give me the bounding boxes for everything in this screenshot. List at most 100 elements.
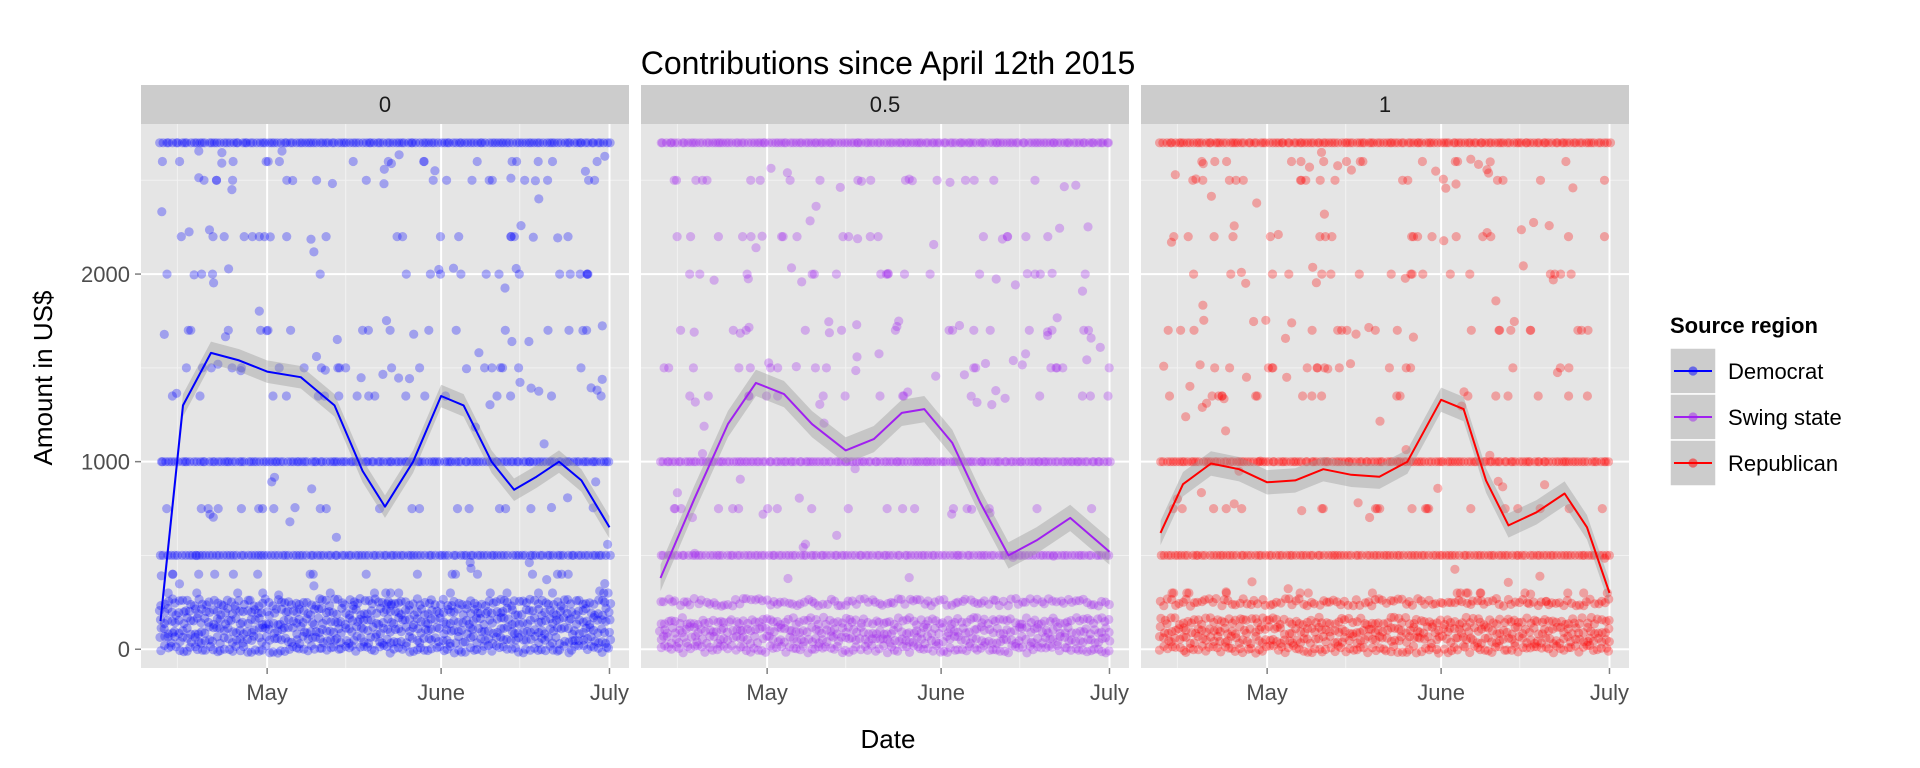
data-point	[306, 550, 316, 561]
data-point	[291, 598, 301, 609]
data-point	[563, 457, 573, 467]
data-point	[586, 383, 596, 393]
data-point	[364, 391, 374, 401]
data-point	[176, 232, 186, 242]
data-point	[685, 391, 695, 401]
data-point	[1417, 156, 1427, 167]
data-point	[339, 138, 349, 148]
data-point	[254, 504, 264, 514]
data-point	[807, 644, 817, 654]
data-point	[437, 550, 447, 561]
data-point	[354, 550, 364, 561]
data-point	[457, 600, 467, 610]
data-point	[503, 614, 513, 624]
data-point	[768, 643, 778, 653]
data-point	[1268, 363, 1278, 373]
data-point	[1304, 162, 1315, 172]
data-point	[554, 645, 565, 655]
data-point	[580, 457, 591, 467]
data-point	[430, 600, 440, 610]
data-point	[421, 624, 431, 635]
data-point	[563, 493, 573, 503]
data-point	[341, 623, 351, 633]
data-point	[233, 588, 243, 598]
data-point	[258, 598, 268, 609]
data-point	[1561, 156, 1571, 167]
data-point	[234, 596, 244, 606]
data-point	[390, 624, 401, 635]
data-point	[788, 643, 799, 653]
data-point	[208, 232, 218, 242]
data-point	[235, 646, 246, 656]
data-point	[333, 594, 343, 605]
data-point	[386, 600, 396, 610]
data-point	[1196, 488, 1206, 498]
data-point	[442, 644, 452, 655]
data-point	[1236, 267, 1246, 277]
data-point	[163, 588, 173, 598]
data-point	[549, 138, 560, 148]
data-point	[164, 457, 174, 467]
data-point	[311, 632, 321, 643]
data-point	[412, 614, 422, 624]
data-point	[318, 138, 328, 148]
data-point	[545, 641, 555, 651]
data-point	[551, 610, 561, 620]
data-point	[406, 550, 416, 561]
data-point	[246, 457, 256, 467]
points-swing-state	[655, 138, 1115, 658]
data-point	[435, 550, 445, 561]
data-point	[179, 619, 189, 629]
data-point	[264, 624, 274, 634]
data-point	[1418, 269, 1428, 279]
data-point	[316, 363, 326, 373]
data-point	[1333, 161, 1343, 171]
data-point	[211, 550, 222, 561]
data-point	[168, 628, 178, 638]
data-point	[370, 391, 380, 401]
data-point	[543, 175, 553, 185]
data-point	[932, 175, 942, 185]
data-point	[587, 138, 597, 148]
data-point	[1541, 597, 1551, 607]
data-point	[1466, 504, 1476, 514]
data-point	[249, 457, 259, 467]
data-point	[212, 138, 222, 148]
data-point	[268, 601, 278, 611]
data-point	[590, 550, 601, 561]
data-point	[279, 616, 289, 626]
data-point	[375, 603, 385, 614]
data-point	[600, 628, 610, 638]
data-point	[715, 641, 725, 651]
data-point	[777, 232, 787, 242]
data-point	[253, 550, 263, 561]
data-point	[1059, 182, 1069, 192]
data-point	[492, 607, 502, 617]
data-point	[563, 550, 573, 561]
data-point	[262, 607, 272, 617]
data-point	[1002, 232, 1012, 242]
data-point	[374, 619, 384, 630]
data-point	[243, 595, 253, 605]
data-point	[214, 550, 224, 561]
data-point	[314, 627, 324, 638]
data-point	[260, 623, 270, 633]
data-point	[1563, 232, 1574, 242]
data-point	[178, 626, 188, 636]
data-point	[181, 606, 191, 616]
data-point	[480, 626, 490, 636]
data-point	[373, 138, 383, 148]
data-point	[324, 601, 335, 611]
data-point	[255, 457, 265, 467]
data-point	[359, 641, 369, 652]
data-point	[191, 550, 201, 561]
data-point	[573, 550, 583, 561]
data-point	[1017, 360, 1027, 370]
data-point	[303, 634, 313, 644]
data-point	[757, 646, 767, 656]
data-point	[488, 638, 498, 649]
data-point	[378, 369, 388, 379]
data-point	[1466, 154, 1476, 164]
data-point	[243, 647, 253, 657]
data-point	[545, 614, 555, 624]
